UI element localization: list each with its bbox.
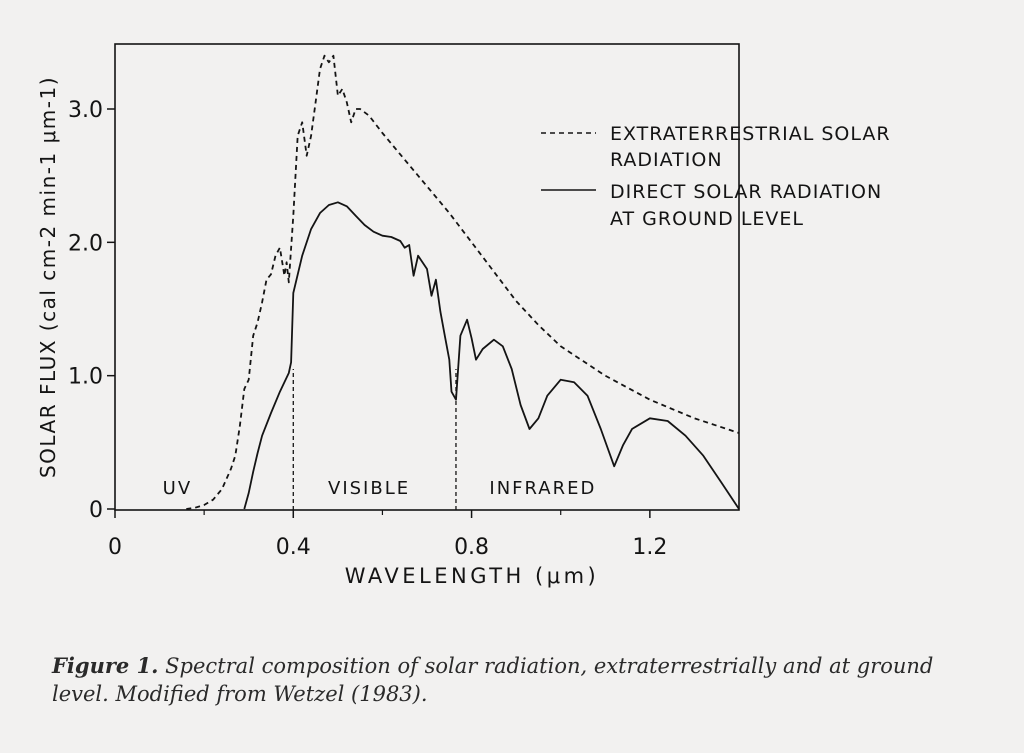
series-lines <box>186 54 740 510</box>
x-tick-label: 0 <box>108 535 122 560</box>
y-tick-label: 3.0 <box>68 98 103 123</box>
x-axis-label: WAVELENGTH (μm) <box>345 564 599 588</box>
caption-text: Spectral composition of solar radiation,… <box>52 654 934 706</box>
region-label: INFRARED <box>489 478 596 499</box>
y-tick-label: 0 <box>89 498 103 523</box>
region-label: UV <box>163 478 193 499</box>
figure-caption: Figure 1. Spectral composition of solar … <box>52 652 952 708</box>
y-tick-label: 2.0 <box>68 231 103 256</box>
legend-dashed-label-line1: EXTRATERRESTRIAL SOLAR <box>610 123 891 145</box>
legend-dashed-label-line2: RADIATION <box>610 149 723 171</box>
region-boundaries <box>292 369 457 510</box>
region-labels: UV VISIBLE INFRARED <box>163 478 596 499</box>
legend-solid-label-line2: AT GROUND LEVEL <box>610 208 804 230</box>
y-tick-label: 1.0 <box>68 365 103 390</box>
x-tick-label: 0.4 <box>276 535 311 560</box>
spectral-chart: 0 0.4 0.8 1.2 0 1.0 2.0 3.0 SOLAR FLUX (cal cm… <box>36 43 891 588</box>
x-axis-ticks: 0 0.4 0.8 1.2 <box>108 510 667 560</box>
extraterrestrial-series-line <box>186 54 740 510</box>
x-tick-label: 1.2 <box>632 535 667 560</box>
legend-solid-label-line1: DIRECT SOLAR RADIATION <box>610 181 882 203</box>
legend: EXTRATERRESTRIAL SOLAR RADIATION DIRECT … <box>541 123 891 230</box>
plot-frame <box>114 43 740 511</box>
region-label: VISIBLE <box>328 478 410 499</box>
x-tick-label: 0.8 <box>454 535 489 560</box>
caption-lead: Figure 1. <box>52 653 159 678</box>
y-axis-ticks: 0 1.0 2.0 3.0 <box>68 98 115 523</box>
ground-level-series-line <box>243 201 740 510</box>
y-axis-label: SOLAR FLUX (cal cm-2 min-1 μm-1) <box>36 76 60 478</box>
